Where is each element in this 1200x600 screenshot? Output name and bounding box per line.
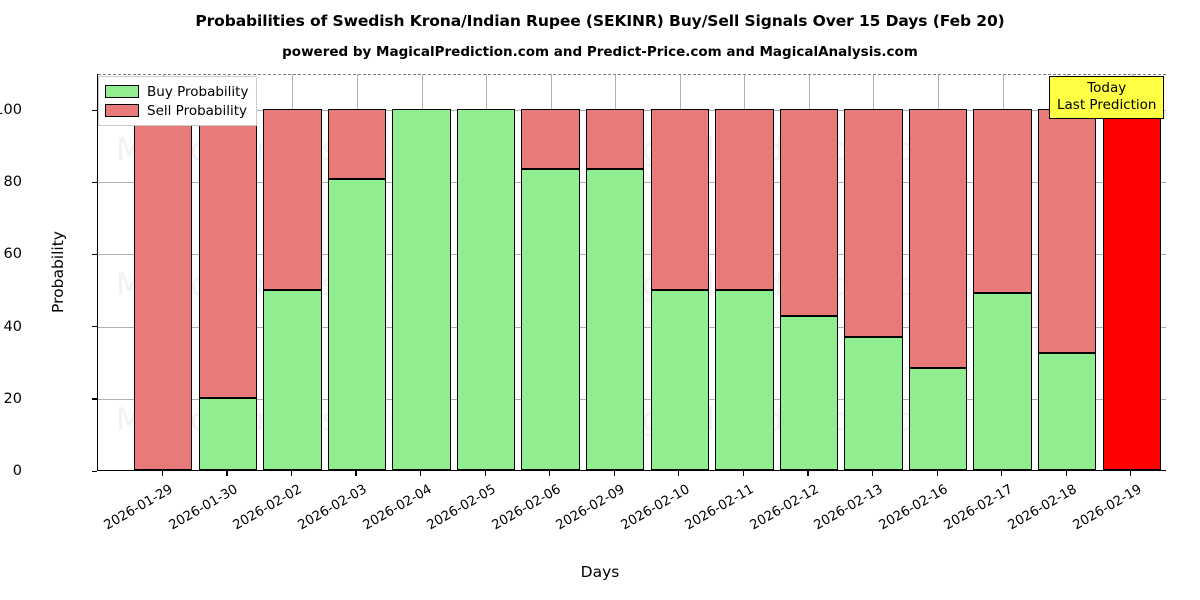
y-tick-mark-80 xyxy=(92,181,97,183)
legend-item-buy: Buy Probability xyxy=(105,82,248,101)
bar-segment-sell[interactable] xyxy=(198,109,258,398)
y-tick-label-100: 100 xyxy=(0,102,22,119)
x-tick-mark-2 xyxy=(290,471,293,476)
y-tick-label-20: 20 xyxy=(3,390,22,407)
y-tick-mark-0 xyxy=(92,470,97,472)
bar-group-2026-02-18[interactable] xyxy=(1037,74,1097,470)
bar-segment-buy[interactable] xyxy=(198,397,258,470)
x-tick-mark-15 xyxy=(1130,471,1132,476)
bar-segment-sell[interactable] xyxy=(973,109,1032,294)
bar-segment-sell[interactable] xyxy=(1102,109,1161,470)
bar-segment-sell[interactable] xyxy=(327,109,387,180)
bar-segment-buy[interactable] xyxy=(715,289,774,470)
bar-group-2026-02-06[interactable] xyxy=(521,74,580,470)
bar-segment-buy[interactable] xyxy=(973,293,1032,470)
y-tick-label-0: 0 xyxy=(12,463,22,479)
x-tick-mark-1 xyxy=(226,471,228,476)
bar-group-2026-02-02[interactable] xyxy=(263,74,322,470)
bar-group-2026-02-11[interactable] xyxy=(715,74,774,470)
dashed-reference-line xyxy=(98,74,1166,75)
bar-group-2026-02-19[interactable] xyxy=(1102,74,1161,470)
bar-group-2026-02-03[interactable] xyxy=(327,74,387,470)
bar-segment-sell[interactable] xyxy=(650,109,709,290)
bar-group-2026-01-30[interactable] xyxy=(198,74,258,470)
y-tick-mark-20 xyxy=(92,398,97,400)
y-tick-mark-40 xyxy=(92,326,97,328)
legend-label-buy: Buy Probability xyxy=(147,83,249,100)
x-tick-mark-14 xyxy=(1065,471,1067,476)
legend-item-sell: Sell Probability xyxy=(105,101,248,120)
bar-segment-buy[interactable] xyxy=(521,169,580,470)
x-tick-mark-3 xyxy=(355,471,357,476)
x-tick-mark-13 xyxy=(1001,471,1003,476)
bar-group-2026-02-10[interactable] xyxy=(650,74,709,470)
bar-group-2026-02-16[interactable] xyxy=(908,74,968,470)
bar-segment-sell[interactable] xyxy=(521,109,580,170)
bar-segment-buy[interactable] xyxy=(263,289,322,470)
bar-group-2026-02-04[interactable] xyxy=(392,74,451,470)
bar-segment-buy[interactable] xyxy=(586,169,645,470)
y-tick-mark-60 xyxy=(92,253,97,256)
today-label-line1: Today xyxy=(1087,80,1127,96)
bar-group-2026-02-12[interactable] xyxy=(779,74,839,470)
bar-group-2026-02-13[interactable] xyxy=(844,74,903,470)
x-tick-mark-6 xyxy=(549,471,551,476)
y-tick-label-60: 60 xyxy=(3,246,22,263)
y-tick-label-40: 40 xyxy=(3,318,22,335)
x-tick-mark-11 xyxy=(871,471,874,476)
bar-segment-sell[interactable] xyxy=(134,109,193,470)
y-tick-mark-100 xyxy=(92,109,97,111)
plot-area: MagicalAnalysis.comMagicalPrediction.com… xyxy=(97,74,1166,471)
bar-segment-sell[interactable] xyxy=(779,109,839,316)
today-annotation-box: Today Last Prediction xyxy=(1049,76,1165,119)
bar-segment-sell[interactable] xyxy=(844,109,903,338)
bar-segment-sell[interactable] xyxy=(586,109,645,170)
legend-swatch-sell-icon xyxy=(105,104,139,117)
bar-segment-sell[interactable] xyxy=(263,109,322,290)
chart-legend: Buy Probability Sell Probability xyxy=(98,76,258,126)
today-label-line2: Last Prediction xyxy=(1057,97,1157,113)
x-tick-mark-7 xyxy=(613,471,615,476)
x-tick-mark-5 xyxy=(484,471,486,476)
x-axis-label: Days xyxy=(580,563,620,581)
bar-segment-buy[interactable] xyxy=(650,289,709,470)
y-axis-label: Probability xyxy=(49,230,67,313)
x-tick-mark-0 xyxy=(161,471,163,476)
x-tick-mark-10 xyxy=(807,471,809,476)
bar-segment-sell[interactable] xyxy=(908,109,968,368)
bar-segment-buy[interactable] xyxy=(779,315,839,470)
bar-segment-sell[interactable] xyxy=(715,109,774,290)
legend-swatch-buy-icon xyxy=(105,85,139,98)
bar-segment-sell[interactable] xyxy=(1037,109,1097,354)
bar-segment-buy[interactable] xyxy=(1037,353,1097,470)
bar-segment-buy[interactable] xyxy=(908,367,968,470)
x-tick-mark-4 xyxy=(420,471,422,476)
bar-group-2026-02-05[interactable] xyxy=(456,74,516,470)
x-tick-mark-12 xyxy=(936,471,938,476)
chart-subtitle: powered by MagicalPrediction.com and Pre… xyxy=(282,44,918,60)
x-tick-mark-9 xyxy=(742,471,745,476)
plot-inner: MagicalAnalysis.comMagicalPrediction.com… xyxy=(98,74,1166,470)
bar-segment-buy[interactable] xyxy=(456,109,516,470)
chart-title: Probabilities of Swedish Krona/Indian Ru… xyxy=(195,12,1005,30)
bar-group-2026-02-17[interactable] xyxy=(973,74,1032,470)
y-tick-label-80: 80 xyxy=(3,174,22,191)
bar-group-2026-02-09[interactable] xyxy=(586,74,645,470)
x-tick-mark-8 xyxy=(678,471,680,476)
bar-segment-buy[interactable] xyxy=(392,109,451,470)
legend-label-sell: Sell Probability xyxy=(147,102,248,119)
bar-segment-buy[interactable] xyxy=(327,179,387,470)
bar-segment-buy[interactable] xyxy=(844,337,903,470)
bar-group-2026-01-29[interactable] xyxy=(134,74,193,470)
